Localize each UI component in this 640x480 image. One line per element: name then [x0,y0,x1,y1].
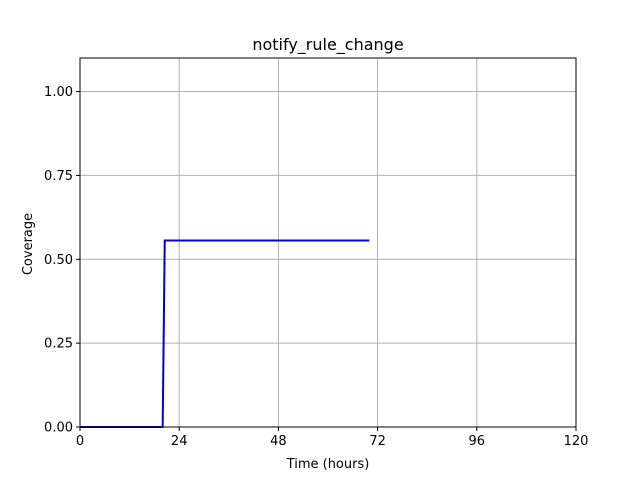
x-axis-label: Time (hours) [286,457,370,472]
y-tick-label: 1.00 [44,85,73,100]
y-axis-label: Coverage [21,213,36,275]
y-axis-ticks: 0.00 0.25 0.50 0.75 1.00 [44,85,80,436]
y-tick-label: 0.50 [44,253,73,268]
x-axis-ticks: 0 24 48 72 96 120 [76,427,589,449]
y-tick-label: 0.00 [44,421,73,436]
y-tick-label: 0.75 [44,169,73,184]
x-tick-label: 0 [76,434,84,449]
x-tick-label: 72 [369,434,386,449]
y-tick-label: 0.25 [44,337,73,352]
chart-title: notify_rule_change [252,35,403,55]
x-tick-label: 24 [171,434,188,449]
plot-frame [79,57,577,428]
x-tick-label: 96 [469,434,486,449]
x-tick-label: 120 [564,434,589,449]
x-tick-label: 48 [270,434,287,449]
